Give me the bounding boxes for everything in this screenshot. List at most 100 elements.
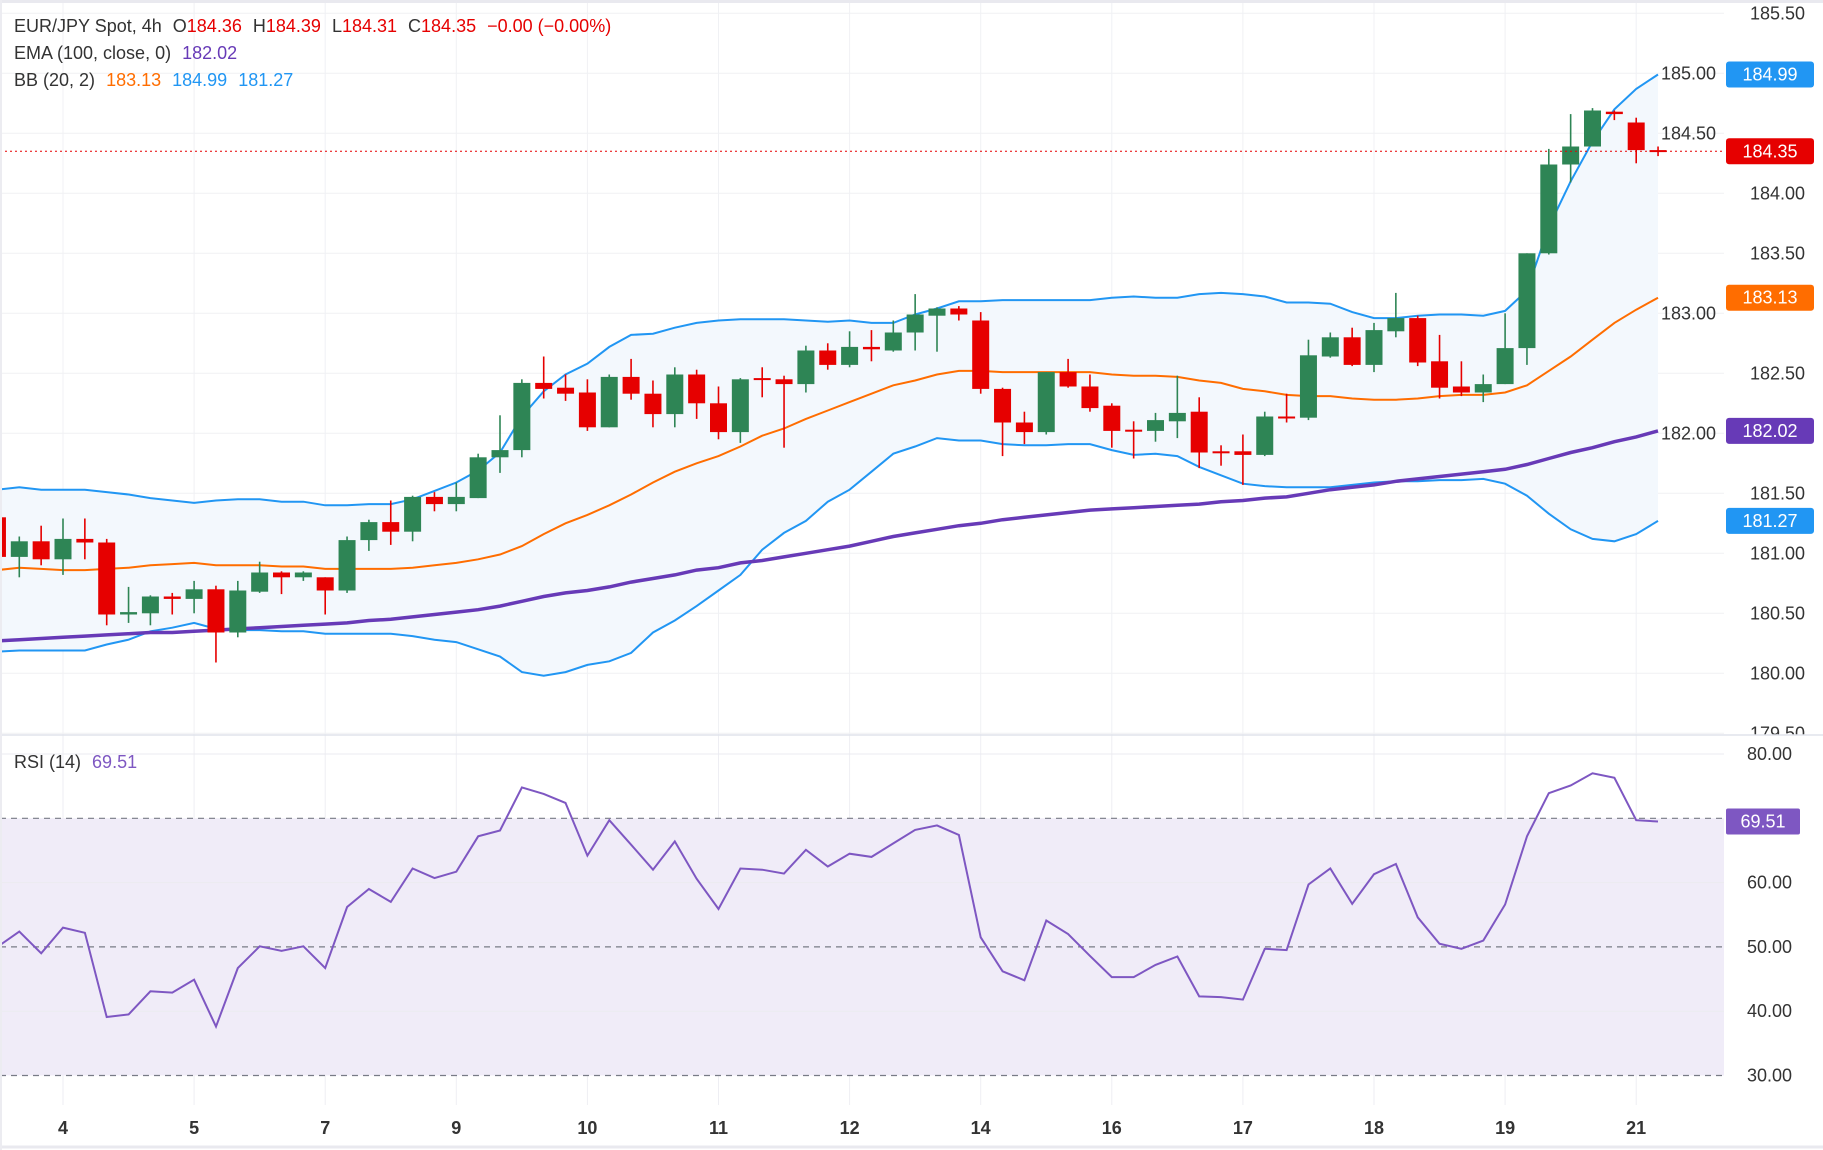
candle-body — [163, 596, 181, 599]
candle — [207, 585, 225, 663]
candle-body — [1627, 122, 1645, 151]
rsi-label: RSI (14) — [14, 752, 82, 772]
price-axis-label: 183.00 — [1661, 303, 1716, 323]
candle-body — [644, 393, 662, 415]
candle — [338, 536, 356, 593]
candle-body — [382, 522, 400, 532]
price-tag-label: 183.13 — [1742, 288, 1797, 308]
candle — [1627, 117, 1645, 164]
bb-legend: BB (20, 2) 183.13 184.99 181.27 — [14, 69, 299, 91]
candle-body — [1518, 253, 1536, 349]
candle-body — [688, 374, 706, 404]
candle-body — [141, 596, 159, 614]
candle — [1256, 411, 1274, 457]
candle — [54, 518, 72, 575]
symbol-label: EUR/JPY Spot, 4h — [14, 16, 162, 36]
candle-body — [1234, 451, 1252, 455]
candle — [710, 386, 727, 440]
candle — [141, 595, 159, 626]
ema-value: 182.02 — [182, 43, 238, 63]
candle — [360, 519, 378, 551]
price-tag: 183.13 — [1726, 284, 1814, 311]
candle — [578, 379, 596, 431]
bb-fill — [0, 74, 1658, 676]
candle-body — [1387, 318, 1405, 332]
candle-body — [710, 403, 727, 433]
date-axis-label: 10 — [577, 1118, 597, 1138]
price-tag: 182.02 — [1726, 417, 1814, 444]
price-axis-label: 181.00 — [1750, 543, 1805, 563]
price-axis-label: 179.50 — [1750, 723, 1805, 743]
candle-body — [425, 496, 443, 505]
ema-line — [0, 429, 1659, 643]
price-tag: 181.27 — [1726, 507, 1814, 534]
candle-body — [1147, 420, 1164, 431]
candle — [600, 374, 618, 428]
candle-body — [578, 392, 596, 428]
candle-body — [294, 572, 312, 578]
price-tag-label: 182.02 — [1742, 421, 1797, 441]
candle-body — [1562, 146, 1580, 165]
candle — [447, 482, 465, 512]
candle — [1081, 374, 1099, 412]
candle — [753, 367, 771, 398]
price-tag: 184.99 — [1726, 61, 1814, 88]
candle — [1518, 253, 1536, 365]
date-axis-label: 16 — [1102, 1118, 1122, 1138]
date-axis-label: 11 — [709, 1118, 728, 1138]
candle — [76, 518, 94, 560]
candle-body — [1474, 384, 1492, 393]
candle — [797, 345, 815, 393]
candle — [862, 330, 880, 362]
candle — [1168, 375, 1186, 439]
candle — [557, 374, 575, 401]
candle — [10, 536, 28, 578]
candle — [1190, 397, 1208, 469]
candle — [273, 571, 290, 595]
candle-body — [1212, 451, 1230, 454]
candle-body — [316, 577, 334, 591]
candle-body — [404, 496, 422, 532]
candle-body — [1059, 372, 1077, 387]
candle-body — [906, 314, 924, 333]
candle — [1387, 292, 1405, 338]
candle-body — [469, 457, 487, 499]
candle — [0, 517, 6, 557]
candle — [469, 453, 487, 499]
candle-body — [535, 382, 553, 389]
candle-body — [10, 541, 28, 557]
candle-body — [1278, 416, 1296, 419]
candle — [972, 312, 990, 394]
rsi-axis-label: 80.00 — [1747, 744, 1792, 764]
candle — [251, 561, 269, 593]
ema-legend: EMA (100, close, 0) 182.02 — [14, 42, 243, 64]
candle — [731, 378, 749, 443]
candle — [1496, 313, 1514, 385]
candle — [1234, 434, 1252, 485]
date-axis-label: 18 — [1364, 1118, 1384, 1138]
price-axis-label: 182.50 — [1750, 363, 1805, 383]
candle-body — [1190, 411, 1208, 453]
price-axis-label: 182.00 — [1661, 423, 1716, 443]
candle — [622, 358, 640, 400]
price-axis-label: 180.50 — [1750, 603, 1805, 623]
low-value: L184.31 — [332, 16, 397, 36]
price-axis-label: 183.50 — [1750, 243, 1805, 263]
low-number: 184.31 — [341, 16, 398, 36]
candle — [1299, 339, 1317, 421]
bb-upper-line — [0, 73, 1659, 507]
candle — [1605, 110, 1623, 121]
candle — [1125, 421, 1143, 459]
candle-body — [0, 517, 6, 557]
candle-body — [185, 589, 203, 599]
candle — [185, 580, 203, 614]
candle-body — [1125, 429, 1143, 432]
date-axis-label: 12 — [840, 1118, 860, 1138]
candle-body — [491, 450, 509, 458]
price-tag: 184.35 — [1726, 138, 1814, 165]
candle — [1452, 361, 1470, 397]
ohlc-legend: EUR/JPY Spot, 4h O184.36 H184.39 L184.31… — [14, 15, 617, 37]
candle-body — [229, 590, 247, 633]
candle-body — [841, 346, 859, 365]
